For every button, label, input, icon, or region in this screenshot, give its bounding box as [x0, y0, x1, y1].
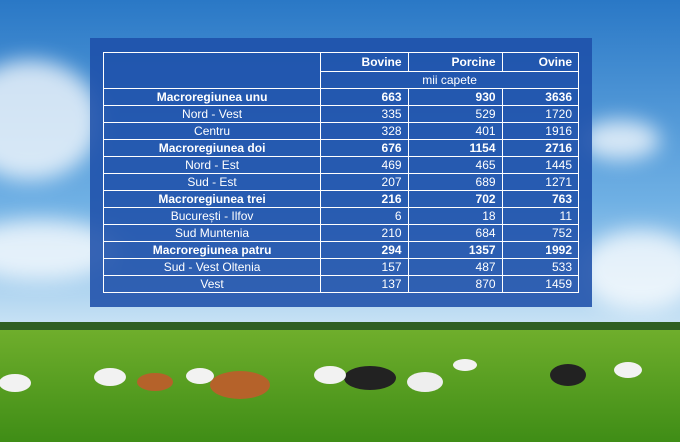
value-cell: 1271 — [501, 173, 580, 191]
value-cell: 1154 — [407, 139, 503, 157]
value-cell: 11 — [501, 207, 580, 225]
macroregion-row: Macroregiunea patru 294 1357 1992 — [102, 241, 580, 259]
row-label: București - Ilfov — [102, 207, 322, 225]
value-cell: 210 — [320, 224, 409, 242]
value-cell: 663 — [320, 88, 409, 106]
data-table: Bovine Porcine Ovine mii capete Macroregiune… — [102, 52, 580, 293]
value-cell: 3636 — [501, 88, 580, 106]
region-row: Vest 137 870 1459 — [102, 275, 580, 293]
region-row: Nord - Vest 335 529 1720 — [102, 105, 580, 123]
value-cell: 465 — [407, 156, 503, 174]
corner-cell — [102, 52, 322, 89]
macroregion-row: Macroregiunea doi 676 1154 2716 — [102, 139, 580, 157]
column-header: Porcine — [407, 52, 503, 72]
value-cell: 1916 — [501, 122, 580, 140]
value-cell: 533 — [501, 258, 580, 276]
cows — [0, 359, 642, 399]
row-label: Macroregiunea patru — [102, 241, 322, 259]
row-label: Vest — [102, 275, 322, 293]
clouds — [0, 60, 680, 310]
region-row: Centru 328 401 1916 — [102, 122, 580, 140]
region-row: Sud Muntenia 210 684 752 — [102, 224, 580, 242]
macroregion-row: Macroregiunea unu 663 930 3636 — [102, 88, 580, 106]
value-cell: 6 — [320, 207, 409, 225]
row-label: Macroregiunea doi — [102, 139, 322, 157]
value-cell: 469 — [320, 156, 409, 174]
row-label: Sud - Est — [102, 173, 322, 191]
value-cell: 157 — [320, 258, 409, 276]
value-cell: 487 — [407, 258, 503, 276]
value-cell: 1720 — [501, 105, 580, 123]
header-row: Bovine Porcine Ovine — [102, 52, 580, 89]
value-cell: 1459 — [501, 275, 580, 293]
value-cell: 763 — [501, 190, 580, 208]
value-cell: 216 — [320, 190, 409, 208]
row-label: Nord - Est — [102, 156, 322, 174]
value-cell: 689 — [407, 173, 503, 191]
row-label: Sud - Vest Oltenia — [102, 258, 322, 276]
value-cell: 870 — [407, 275, 503, 293]
value-cell: 1992 — [501, 241, 580, 259]
row-label: Centru — [102, 122, 322, 140]
field — [0, 330, 680, 442]
value-cell: 401 — [407, 122, 503, 140]
column-header: Bovine — [320, 52, 409, 72]
value-cell: 2716 — [501, 139, 580, 157]
value-cell: 684 — [407, 224, 503, 242]
macroregion-row: Macroregiunea trei 216 702 763 — [102, 190, 580, 208]
value-cell: 529 — [407, 105, 503, 123]
row-label: Macroregiunea trei — [102, 190, 322, 208]
row-label: Nord - Vest — [102, 105, 322, 123]
row-label: Sud Muntenia — [102, 224, 322, 242]
region-row: Sud - Vest Oltenia 157 487 533 — [102, 258, 580, 276]
row-label: Macroregiunea unu — [102, 88, 322, 106]
column-header: Ovine — [501, 52, 580, 72]
value-cell: 335 — [320, 105, 409, 123]
value-cell: 702 — [407, 190, 503, 208]
value-cell: 752 — [501, 224, 580, 242]
region-row: Sud - Est 207 689 1271 — [102, 173, 580, 191]
region-row: București - Ilfov 6 18 11 — [102, 207, 580, 225]
value-cell: 137 — [320, 275, 409, 293]
value-cell: 676 — [320, 139, 409, 157]
value-cell: 207 — [320, 173, 409, 191]
value-cell: 1445 — [501, 156, 580, 174]
value-cell: 328 — [320, 122, 409, 140]
value-cell: 18 — [407, 207, 503, 225]
value-cell: 930 — [407, 88, 503, 106]
value-cell: 1357 — [407, 241, 503, 259]
value-cell: 294 — [320, 241, 409, 259]
unit-label: mii capete — [320, 71, 579, 89]
region-row: Nord - Est 469 465 1445 — [102, 156, 580, 174]
